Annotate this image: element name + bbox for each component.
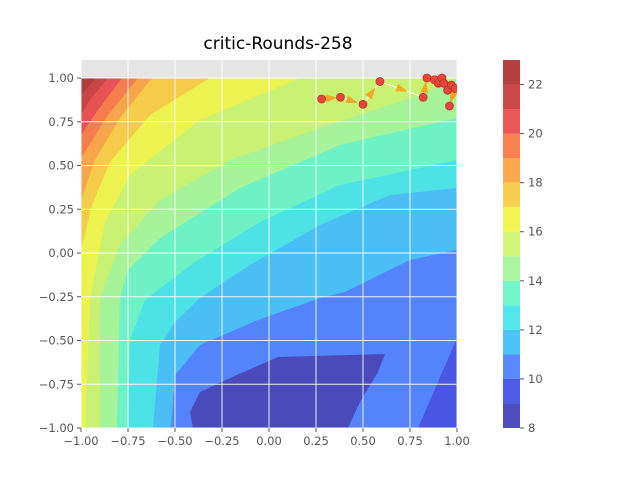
colorbar-segment [503,403,520,428]
x-tick-label: 1.00 [444,434,470,448]
trajectory-point [445,101,454,111]
x-tick-label: −1.00 [63,434,98,448]
trajectory-point [336,92,345,102]
colorbar-tick-label: 18 [528,176,543,190]
y-tick-label: 0.25 [48,202,74,216]
colorbar-segment [503,182,520,208]
trajectory-point [375,77,385,86]
y-tick-label: −0.50 [39,334,74,348]
colorbar-ticks: 8 10 12 14 16 18 20 22 [520,78,543,435]
colorbar-tick-label: 22 [528,78,543,92]
trajectory-arrow [325,94,338,103]
contour-band-min [190,354,385,428]
colorbar-tick-label: 20 [528,127,543,141]
colorbar-tick-label: 12 [528,323,543,337]
colorbar-segment [503,354,520,379]
chart-title: critic-Rounds-258 [203,34,352,54]
x-tick-label: 0.50 [350,434,376,448]
colorbar-segment [503,329,520,355]
x-tick-label: −0.75 [110,434,145,448]
y-tick-label: 0.75 [48,115,74,129]
colorbar-segment [503,133,520,159]
trajectory-point [422,73,432,83]
colorbar-segment [503,280,520,306]
colorbar-tick-label: 10 [528,372,543,386]
colorbar [503,60,520,428]
colorbar-tick-label: 8 [528,421,535,435]
trajectory-arrow [345,95,359,104]
x-axis-ticks: −1.00 −0.75 −0.50 −0.25 0.00 0.25 0.50 0.75 1.00 [63,428,470,448]
trajectory-point [418,92,428,102]
colorbar-segment [503,84,520,110]
y-tick-label: −0.75 [39,377,74,391]
colorbar-segment [503,109,520,134]
colorbar-segment [503,378,520,404]
colorbar-segment [503,207,520,232]
trajectory-point [358,99,368,109]
grid-lines [81,60,457,428]
trajectory-arrow [365,87,376,100]
y-axis-ticks: −1.00 −0.75 −0.50 −0.25 0.00 0.25 0.50 0.75 1.00 [39,71,81,435]
colorbar-tick-label: 14 [528,274,543,288]
x-tick-label: −0.25 [204,434,239,448]
x-tick-label: 0.75 [397,434,423,448]
colorbar-segment [503,60,520,85]
x-tick-label: 0.25 [303,434,329,448]
colorbar-segment [503,256,520,281]
trajectory-arrow [395,83,408,92]
colorbar-segment [503,305,520,330]
x-tick-label: 0.00 [256,434,282,448]
colorbar-segment [503,231,520,257]
y-tick-label: −1.00 [39,421,74,435]
y-tick-label: 0.50 [48,159,74,173]
y-tick-label: 0.00 [48,246,74,260]
contour-band-l13 [81,78,96,95]
colorbar-tick-label: 16 [528,225,543,239]
trajectory-arrow [420,80,428,94]
colorbar-segment [503,158,520,183]
trajectory [317,73,457,111]
trajectory-point [317,94,327,104]
trajectory-point [450,84,457,93]
y-tick-label: −0.25 [39,290,74,304]
x-tick-label: −0.50 [157,434,192,448]
y-tick-label: 1.00 [48,71,74,85]
